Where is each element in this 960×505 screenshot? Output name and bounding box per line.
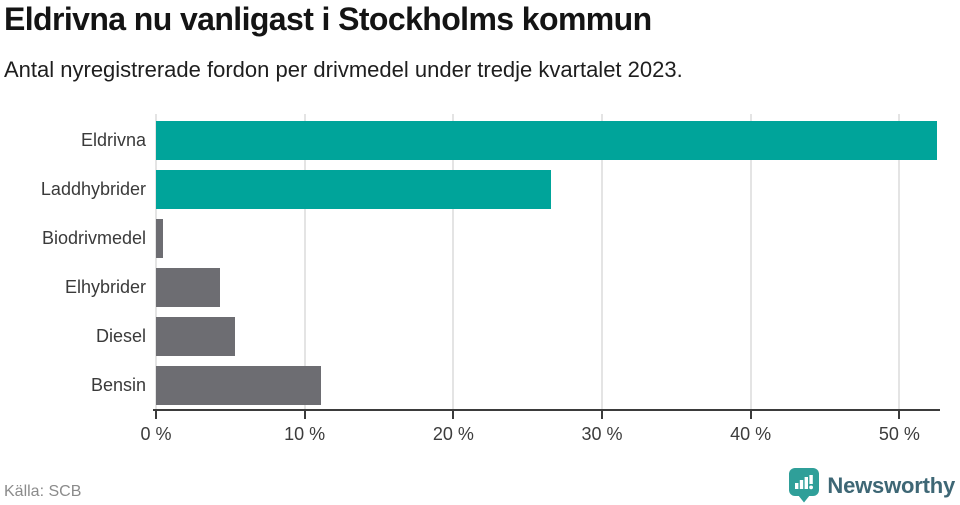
gridline <box>749 114 752 410</box>
gridline <box>601 114 603 410</box>
category-label: Eldrivna <box>80 130 146 150</box>
bar-bensin <box>156 366 322 405</box>
chart-subtitle: Antal nyregistrerade fordon per drivmede… <box>4 57 683 82</box>
bar-row <box>156 214 938 263</box>
newsworthy-wordmark: Newsworthy <box>827 472 955 498</box>
x-axis-tick-label: 40 % <box>730 424 772 444</box>
x-axis-tick-label: 50 % <box>878 424 920 444</box>
x-axis-tick-label: 30 % <box>581 424 623 444</box>
x-axis-line <box>153 409 940 411</box>
x-axis-tick <box>898 411 901 419</box>
bar-laddhybrider <box>156 170 552 209</box>
bar-row <box>156 116 938 165</box>
bar-elhybrider <box>156 268 220 307</box>
category-label: Diesel <box>95 326 146 346</box>
bar-row <box>156 361 938 410</box>
newsworthy-pin-icon <box>789 468 820 503</box>
x-axis-tick-label: 0 % <box>140 424 172 444</box>
x-axis-tick <box>749 411 752 419</box>
x-axis-tick <box>155 411 157 419</box>
newsworthy-logo: Newsworthy <box>789 468 955 503</box>
x-axis-tick-label: 20 % <box>432 424 474 444</box>
bar-row <box>156 312 938 361</box>
category-label: Bensin <box>90 375 146 395</box>
gridline <box>155 114 157 410</box>
plot-area <box>155 114 938 410</box>
category-label: Laddhybrider <box>40 179 146 199</box>
chart-title: Eldrivna nu vanligast i Stockholms kommu… <box>4 1 652 37</box>
bar-biodrivmedel <box>156 219 164 258</box>
bar-diesel <box>156 317 235 356</box>
bar-eldrivna <box>156 121 937 160</box>
gridline <box>303 114 306 410</box>
category-label: Biodrivmedel <box>41 228 146 248</box>
bar-row <box>156 263 938 312</box>
category-label: Elhybrider <box>64 277 146 297</box>
x-axis-tick <box>452 411 455 419</box>
x-axis-tick <box>601 411 603 419</box>
x-axis-tick-label: 10 % <box>284 424 326 444</box>
gridline <box>452 114 455 410</box>
bar-row <box>156 165 938 214</box>
gridline <box>898 114 901 410</box>
x-axis-tick <box>303 411 306 419</box>
source-note: Källa: SCB <box>4 483 82 500</box>
